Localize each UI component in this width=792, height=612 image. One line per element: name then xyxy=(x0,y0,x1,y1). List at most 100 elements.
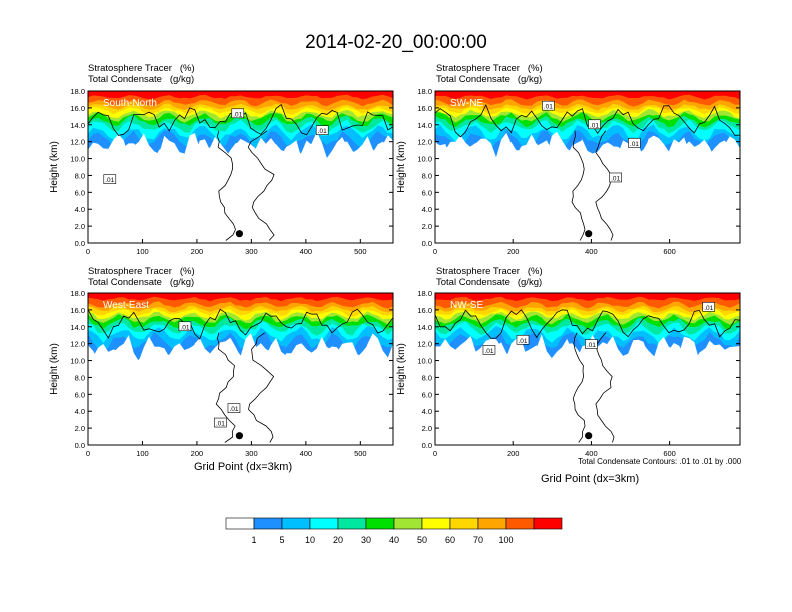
x-tick-label: 500 xyxy=(354,449,367,458)
tracer-free-area xyxy=(88,333,393,445)
contour-label-box xyxy=(628,138,641,148)
x-tick-label: 400 xyxy=(585,247,598,256)
colorbar-label: 30 xyxy=(361,535,371,545)
tracer-label: Stratosphere Tracer (%) xyxy=(88,63,195,74)
y-axis-label: Height (km) xyxy=(396,141,407,193)
x-tick-label: 200 xyxy=(507,449,520,458)
panel-1: 0.0 2.0 4.0 6.0 8.0 10.0 12.0 14.0 16.0 18.0 0 100 2… xyxy=(49,87,394,256)
x-axis-label-left: Grid Point (dx=3km) xyxy=(194,461,293,473)
y-tick-label: 12.0 xyxy=(70,340,85,349)
contour-label: .01 xyxy=(704,305,713,312)
contour-label-box xyxy=(315,125,329,135)
tracer-band xyxy=(435,91,740,100)
panel-name: SW-NE xyxy=(450,98,483,109)
tracer-band xyxy=(435,293,740,302)
y-tick-label: 12.0 xyxy=(417,340,432,349)
panel-1-labels: Stratosphere Tracer (%) Total Condensate … xyxy=(88,63,195,85)
location-marker xyxy=(585,230,593,238)
location-marker xyxy=(235,432,244,440)
colorbar-cell xyxy=(533,517,563,530)
panel-2-labels: Stratosphere Tracer (%) Total Condensate … xyxy=(436,63,543,85)
x-tick-label: 100 xyxy=(136,449,149,458)
contour-label-box xyxy=(178,321,192,332)
y-tick-label: 8.0 xyxy=(75,171,85,180)
y-tick-label: 8.0 xyxy=(422,373,432,382)
contour-label: .01 xyxy=(590,122,599,129)
colorbar-cell xyxy=(225,517,255,530)
y-tick-label: 0.0 xyxy=(422,239,432,248)
plot-frame xyxy=(434,292,741,446)
contour-label: .01 xyxy=(105,177,114,184)
contour-label-box xyxy=(609,172,622,183)
condensate-contour xyxy=(217,130,236,241)
panel-4: 0.0 2.0 4.0 6.0 8.0 10.0 12.0 14.0 16.0 18.0 0 200 4… xyxy=(396,289,741,458)
contour-label-box xyxy=(103,174,117,184)
contour-label-box xyxy=(482,345,496,355)
figure-title: 2014-02-20_00:00:00 xyxy=(305,32,487,53)
x-tick-label: 0 xyxy=(86,247,90,256)
contour-label: .01 xyxy=(544,104,553,111)
y-tick-label: 10.0 xyxy=(70,155,85,164)
y-tick-label: 4.0 xyxy=(75,205,85,214)
y-tick-label: 14.0 xyxy=(70,323,85,332)
x-tick-label: 200 xyxy=(191,247,204,256)
tracer-free-area xyxy=(435,131,740,243)
y-tick-label: 12.0 xyxy=(417,138,432,147)
x-tick-label: 200 xyxy=(191,449,204,458)
colorbar-cell xyxy=(309,517,339,530)
tracer-band xyxy=(88,91,393,100)
tracer-free-area xyxy=(435,334,740,445)
tracer-band xyxy=(88,293,393,302)
panel-name: NW-SE xyxy=(450,300,483,311)
y-tick-label: 18.0 xyxy=(417,87,432,96)
contour-label: .01 xyxy=(518,338,527,345)
y-tick-label: 10.0 xyxy=(417,357,432,366)
x-tick-label: 400 xyxy=(300,247,313,256)
colorbar: 1 5 10 20 30 40 50 60 70 100 xyxy=(225,517,563,545)
x-tick-label: 600 xyxy=(663,449,676,458)
y-tick-label: 2.0 xyxy=(75,424,85,433)
contour-label-box xyxy=(231,108,245,119)
condensate-contour xyxy=(595,130,614,241)
condensate-contour xyxy=(435,104,740,138)
condensate-contour xyxy=(572,332,586,443)
colorbar-label: 40 xyxy=(389,535,399,545)
y-tick-label: 18.0 xyxy=(417,289,432,298)
colorbar-label: 70 xyxy=(473,535,483,545)
tracer-label: Stratosphere Tracer (%) xyxy=(88,266,195,277)
y-axis-label: Height (km) xyxy=(49,343,60,395)
x-tick-label: 400 xyxy=(585,449,598,458)
y-tick-label: 0.0 xyxy=(75,239,85,248)
colorbar-cell xyxy=(477,517,507,530)
y-tick-label: 16.0 xyxy=(417,104,432,113)
colorbar-cell xyxy=(365,517,395,530)
x-tick-label: 0 xyxy=(433,449,437,458)
y-tick-label: 14.0 xyxy=(70,121,85,130)
contour-label: .01 xyxy=(611,175,620,182)
condensate-label: Total Condensate (g/kg) xyxy=(88,74,195,85)
y-tick-label: 6.0 xyxy=(75,390,85,399)
y-tick-label: 0.0 xyxy=(75,441,85,450)
tracer-label: Stratosphere Tracer (%) xyxy=(436,63,543,74)
panel-3-labels: Stratosphere Tracer (%) Total Condensate … xyxy=(88,266,195,288)
x-tick-label: 0 xyxy=(433,247,437,256)
y-tick-label: 8.0 xyxy=(75,373,85,382)
contour-label-box xyxy=(585,339,598,349)
x-tick-label: 200 xyxy=(507,247,520,256)
y-tick-label: 6.0 xyxy=(422,390,432,399)
y-tick-label: 14.0 xyxy=(417,121,432,130)
location-marker xyxy=(585,432,593,440)
contour-label: .01 xyxy=(180,324,189,331)
colorbar-label: 20 xyxy=(333,535,343,545)
contour-label: .01 xyxy=(630,141,639,148)
panel-name: West-East xyxy=(103,300,149,311)
contour-label: .01 xyxy=(229,406,238,413)
x-tick-label: 300 xyxy=(245,449,258,458)
y-tick-label: 18.0 xyxy=(70,289,85,298)
colorbar-label: 5 xyxy=(279,535,284,545)
condensate-label: Total Condensate (g/kg) xyxy=(88,277,195,288)
condensate-contour xyxy=(88,308,393,340)
x-tick-label: 400 xyxy=(300,449,313,458)
colorbar-label: 60 xyxy=(445,535,455,545)
